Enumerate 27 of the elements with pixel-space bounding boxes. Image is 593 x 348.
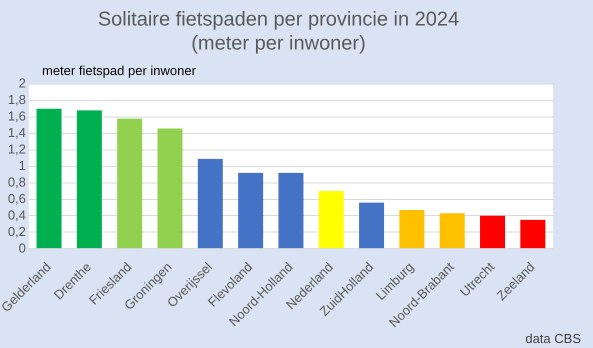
bar	[318, 191, 344, 248]
y-tick-label: 1	[18, 158, 26, 173]
y-tick-label: 0,2	[8, 224, 26, 239]
y-tick-label: 2	[18, 76, 26, 91]
y-axis-title: meter fietspad per inwoner	[42, 63, 197, 78]
y-tick-label: 1,6	[8, 108, 26, 124]
y-tick-label: 0	[18, 240, 26, 256]
bar	[440, 213, 465, 248]
bar	[117, 118, 142, 248]
bar	[480, 216, 506, 248]
bar	[359, 202, 384, 248]
y-tick-label: 1,2	[8, 141, 26, 156]
y-tick-label: 0,8	[8, 174, 26, 190]
chart-title: Solitaire fietspaden per provincie in 2024 (meter per inwoner)	[98, 8, 460, 55]
bar	[158, 128, 182, 248]
y-tick-label: 0,6	[8, 190, 26, 206]
bar	[36, 108, 62, 248]
y-tick-label: 1,8	[8, 92, 26, 108]
y-tick-label: 0,4	[8, 207, 26, 222]
bar	[238, 172, 264, 248]
y-tick-label: 1,4	[8, 124, 26, 140]
bar	[76, 110, 102, 248]
bar	[198, 158, 223, 248]
bar	[278, 172, 304, 248]
bar	[520, 220, 546, 248]
bar	[399, 210, 424, 248]
text: data CBS	[525, 331, 582, 346]
